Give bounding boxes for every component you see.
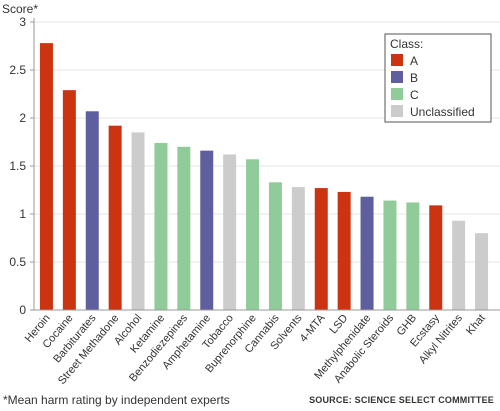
legend: Class: ABC Unclassified [384, 33, 492, 123]
y-tick-label: 0 [19, 303, 26, 317]
y-tick-label: 1 [19, 207, 26, 221]
bar-lsd [337, 191, 351, 310]
bar-alkyl-nitrites [452, 220, 466, 310]
legend-swatch-b [391, 71, 403, 83]
bar-cannabis [268, 182, 282, 310]
bar-anabolic-steroids [383, 200, 397, 310]
bar-alcohol [131, 132, 145, 310]
bar-methylphenidate [360, 196, 374, 310]
y-tick-label: 3 [19, 15, 26, 29]
bars [39, 43, 489, 311]
bar-ketamine [154, 142, 168, 310]
legend-label: A [410, 54, 418, 68]
bar-cocaine [62, 90, 76, 310]
bar-tobacco [223, 154, 237, 310]
bar-heroin [39, 43, 53, 311]
y-axis-ticks: 0 0.5 1 1.5 2 2.5 3 [9, 15, 34, 317]
y-tick-label: 0.5 [9, 255, 26, 269]
bar-amphetamine [200, 150, 214, 310]
bar-benzodiezepines [177, 146, 191, 310]
x-tick-label: 4-MTA [298, 312, 328, 345]
axes [33, 18, 500, 311]
bar-buprenorphine [246, 159, 260, 310]
legend-swatch-c [391, 88, 403, 100]
legend-swatch-unclassified [391, 105, 403, 117]
y-tick-label: 2.5 [9, 63, 26, 77]
bar-barbiturates [85, 111, 99, 310]
bar-ghb [406, 202, 420, 310]
legend-swatch-a [391, 54, 403, 66]
bar-khat [475, 233, 489, 310]
x-tick-label: Khat [464, 312, 488, 337]
bar-street-methadone [108, 125, 122, 311]
bar-solvents [291, 187, 305, 310]
bar-4-mta [314, 188, 328, 310]
bar-ecstasy [429, 205, 443, 310]
source-credit: SOURCE: SCIENCE SELECT COMMITTEE [309, 395, 494, 405]
y-tick-label: 2 [19, 111, 26, 125]
footnote: *Mean harm rating by independent experts [3, 393, 230, 407]
legend-label: C [410, 88, 419, 102]
legend-label: Unclassified [410, 105, 475, 119]
legend-label: B [410, 71, 418, 85]
y-axis-title: Score* [2, 2, 38, 16]
legend-title: Class: [390, 37, 423, 51]
y-tick-label: 1.5 [9, 159, 26, 173]
